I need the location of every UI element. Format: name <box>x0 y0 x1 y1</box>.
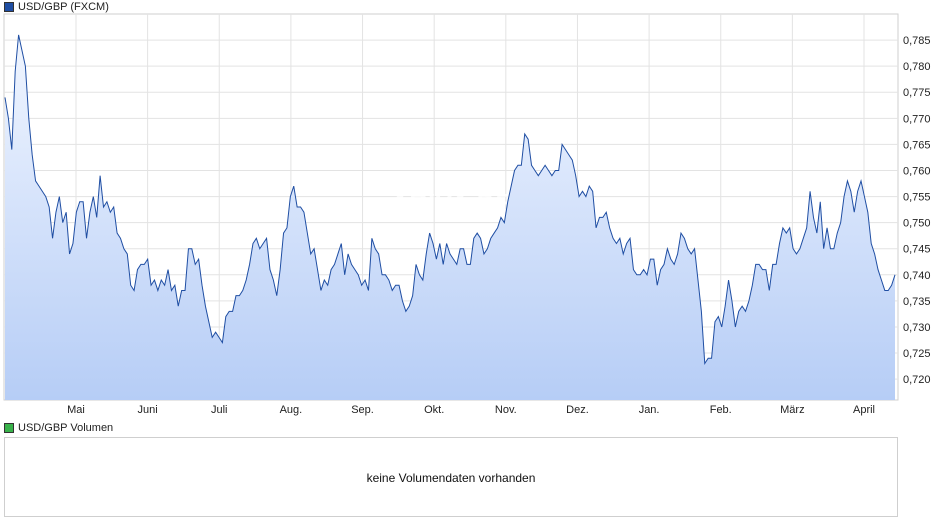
x-tick-label: Aug. <box>280 404 303 416</box>
x-tick-label: Juli <box>211 404 228 416</box>
y-tick-label: 0,780 <box>903 61 931 73</box>
price-chart: ARIVA.DE 0,720 0,725 0,730 0,735 0,740 0,745 0… <box>3 13 931 416</box>
y-tick-label: 0,750 <box>903 218 931 230</box>
y-tick-label: 0,755 <box>903 192 931 204</box>
watermark: ARIVA.DE <box>388 188 512 218</box>
y-tick-label: 0,775 <box>903 87 931 99</box>
x-tick-label: Dez. <box>566 404 589 416</box>
x-tick-label: April <box>853 404 875 416</box>
volume-legend-swatch <box>4 423 14 433</box>
volume-panel: keine Volumendaten vorhanden <box>4 437 898 517</box>
y-tick-label: 0,745 <box>903 244 931 256</box>
x-tick-label: März <box>780 404 804 416</box>
x-tick-label: Mai <box>67 404 85 416</box>
x-tick-label: Sep. <box>351 404 374 416</box>
price-line <box>4 34 896 366</box>
x-tick-label: Okt. <box>424 404 444 416</box>
price-area <box>5 34 895 401</box>
no-volume-message: keine Volumendaten vorhanden <box>366 471 536 485</box>
x-tick-label: Nov. <box>495 404 517 416</box>
y-tick-label: 0,730 <box>903 322 931 334</box>
y-tick-label: 0,735 <box>903 296 931 308</box>
price-legend-label: USD/GBP (FXCM) <box>18 1 109 13</box>
y-tick-label: 0,725 <box>903 348 931 360</box>
x-tick-label: Feb. <box>710 404 732 416</box>
y-tick-label: 0,760 <box>903 165 931 177</box>
volume-legend-label: USD/GBP Volumen <box>18 422 114 434</box>
y-tick-label: 0,720 <box>903 374 931 386</box>
y-tick-label: 0,785 <box>903 35 931 47</box>
x-tick-label: Jan. <box>639 404 660 416</box>
volume-legend: USD/GBP Volumen <box>4 421 113 435</box>
y-tick-label: 0,740 <box>903 270 931 282</box>
x-tick-label: Juni <box>138 404 158 416</box>
y-tick-label: 0,765 <box>903 139 931 151</box>
price-legend: USD/GBP (FXCM) <box>4 0 109 14</box>
price-legend-swatch <box>4 2 14 12</box>
y-tick-label: 0,770 <box>903 113 931 125</box>
